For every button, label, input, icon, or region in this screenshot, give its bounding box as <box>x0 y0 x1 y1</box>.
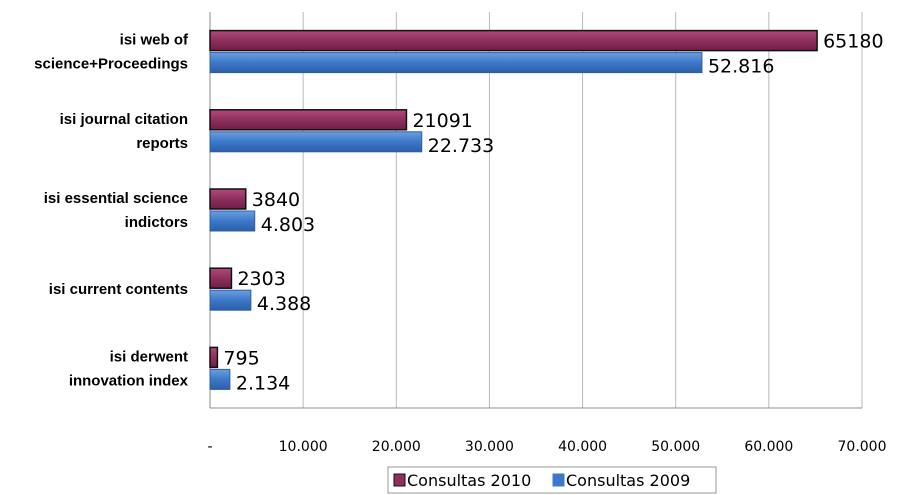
bar-consultas-2010 <box>209 346 219 369</box>
x-tick-label: 50.000 <box>651 439 700 455</box>
x-axis-tick-labels: - 10.000 20.000 30.000 40.000 50.000 60.000 70.… <box>207 439 886 455</box>
data-label: 2303 <box>237 268 285 290</box>
bar-consultas-2010 <box>209 109 408 131</box>
bar-consultas-2009 <box>209 289 252 311</box>
x-tick-label: - <box>207 439 212 455</box>
x-tick-label: 40.000 <box>558 439 607 455</box>
bar-consultas-2009 <box>209 368 231 390</box>
data-label: 65180 <box>823 31 883 53</box>
category-label: science+Proceedings <box>34 56 188 73</box>
data-label: 52.816 <box>708 56 774 78</box>
gridlines <box>209 12 863 409</box>
legend: Consultas 2010 Consultas 2009 <box>387 466 717 494</box>
bar-consultas-2009 <box>209 52 703 74</box>
data-label: 4.803 <box>261 214 315 236</box>
bar-consultas-2009 <box>209 131 423 153</box>
data-label: 3840 <box>252 189 300 211</box>
category-label: isi essential science <box>44 190 188 207</box>
data-label: 4.388 <box>257 293 311 315</box>
category-label: isi journal citation <box>60 111 188 128</box>
data-label: 21091 <box>412 110 472 132</box>
category-label: isi derwent <box>110 348 188 365</box>
legend-swatch <box>552 473 565 487</box>
category-labels: isi web of science+Proceedings isi journal… <box>34 32 189 390</box>
category-label: indictors <box>125 214 188 231</box>
legend-swatch <box>393 473 406 487</box>
category-label: reports <box>136 135 188 152</box>
x-tick-label: 60.000 <box>744 439 793 455</box>
x-tick-label: 70.000 <box>838 439 887 455</box>
category-label: isi web of <box>120 32 189 49</box>
data-label: 22.733 <box>428 135 494 157</box>
x-tick-label: 10.000 <box>279 439 328 455</box>
x-tick-label: 30.000 <box>465 439 514 455</box>
bars <box>209 29 818 390</box>
category-label: innovation index <box>69 372 189 389</box>
category-label: isi current contents <box>49 281 188 298</box>
bar-consultas-2010 <box>209 267 233 289</box>
data-labels: 65180 21091 3840 2303 795 52.816 22.733 4.803 4.… <box>223 31 883 395</box>
bar-consultas-2009 <box>209 210 256 232</box>
bar-consultas-2010 <box>209 29 818 52</box>
x-tick-label: 20.000 <box>372 439 421 455</box>
legend-label: Consultas 2010 <box>407 471 531 490</box>
bar-consultas-2010 <box>209 188 247 210</box>
data-label: 2.134 <box>236 372 290 394</box>
legend-box <box>387 466 717 494</box>
data-label: 795 <box>223 347 259 369</box>
legend-label: Consultas 2009 <box>566 471 690 490</box>
